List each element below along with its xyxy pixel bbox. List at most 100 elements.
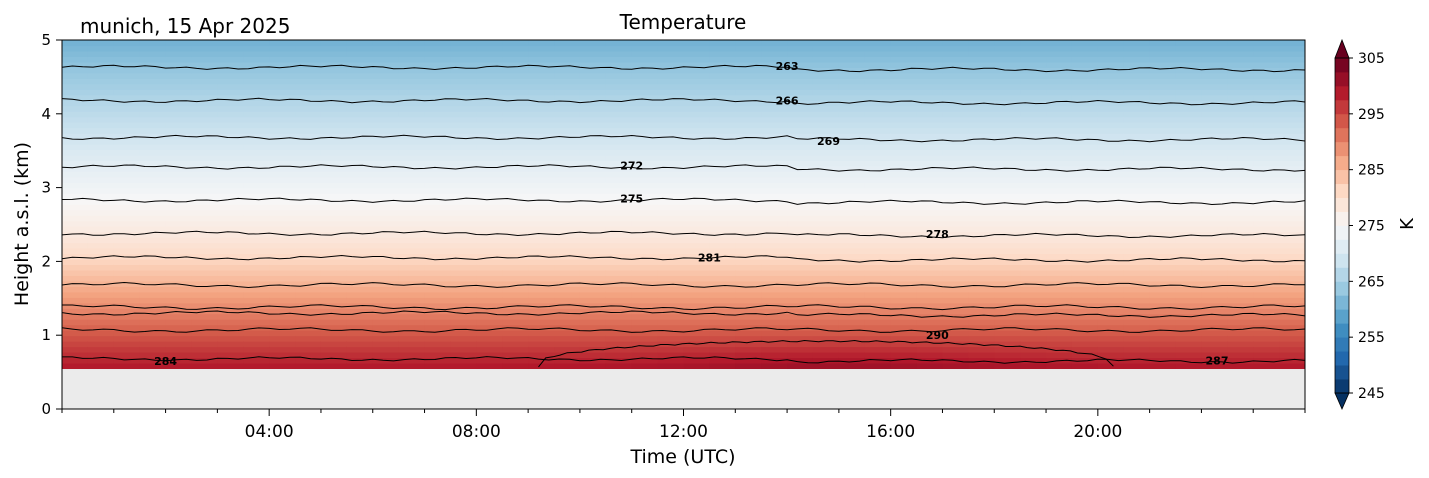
- field-cell: [916, 351, 944, 359]
- field-cell: [450, 215, 477, 222]
- field-cell: [191, 237, 218, 244]
- field-cell: [554, 330, 581, 337]
- field-cell: [1097, 264, 1125, 271]
- field-cell: [554, 247, 581, 255]
- field-cell: [346, 100, 374, 107]
- field-cell: [787, 176, 814, 183]
- field-cell: [994, 215, 1021, 222]
- field-cell: [916, 269, 944, 276]
- field-cell: [1227, 61, 1254, 68]
- field-cell: [631, 237, 659, 244]
- field-cell: [528, 324, 555, 331]
- field-cell: [631, 193, 659, 200]
- field-cell: [295, 144, 322, 151]
- field-cell: [320, 297, 348, 304]
- field-cell: [1149, 330, 1177, 337]
- field-cell: [787, 45, 814, 52]
- field-cell: [605, 193, 633, 200]
- field-cell: [398, 56, 426, 63]
- field-cell: [528, 269, 555, 276]
- field-cell: [1123, 111, 1151, 118]
- field-cell: [87, 133, 115, 140]
- field-cell: [994, 247, 1021, 255]
- field-cell: [424, 291, 452, 298]
- field-cell: [916, 83, 944, 90]
- field-cell: [968, 324, 995, 331]
- field-cell: [295, 209, 322, 216]
- field-cell: [787, 149, 814, 156]
- field-cell: [890, 335, 918, 342]
- field-cell: [1020, 351, 1047, 359]
- field-cell: [916, 193, 944, 200]
- field-cell: [994, 264, 1021, 271]
- field-cell: [1201, 308, 1228, 315]
- field-cell: [1097, 258, 1125, 266]
- field-cell: [605, 291, 633, 298]
- field-cell: [1020, 182, 1047, 189]
- field-cell: [631, 341, 659, 348]
- field-cell: [502, 258, 529, 266]
- field-cell: [398, 40, 426, 47]
- field-cell: [320, 226, 348, 233]
- field-cell: [968, 198, 995, 205]
- field-cell: [942, 209, 969, 216]
- field-cell: [217, 78, 244, 85]
- field-cell: [864, 291, 892, 298]
- field-cell: [424, 138, 452, 145]
- field-cell: [528, 258, 555, 266]
- field-cell: [346, 351, 374, 359]
- field-cell: [1046, 138, 1073, 145]
- field-cell: [1071, 198, 1099, 205]
- field-cell: [579, 258, 607, 266]
- contour-line: [62, 310, 1305, 318]
- field-cell: [994, 111, 1021, 118]
- field-cell: [87, 357, 115, 364]
- field-cell: [528, 182, 555, 189]
- field-cell: [87, 61, 115, 68]
- field-cell: [113, 215, 141, 222]
- field-cell: [735, 83, 762, 90]
- field-cell: [295, 67, 322, 74]
- field-cell: [605, 264, 633, 271]
- field-cell: [476, 83, 503, 90]
- field-cell: [864, 330, 892, 337]
- field-cell: [1071, 204, 1099, 211]
- field-cell: [502, 237, 529, 244]
- field-cell: [864, 209, 892, 216]
- field-cell: [631, 264, 659, 271]
- field-cell: [631, 171, 659, 178]
- field-cell: [1279, 204, 1305, 211]
- field-cell: [320, 72, 348, 79]
- field-cell: [994, 83, 1021, 90]
- field-cell: [1201, 264, 1228, 271]
- field-cell: [579, 171, 607, 178]
- field-cell: [1149, 264, 1177, 271]
- field-cell: [1175, 280, 1203, 287]
- field-cell: [761, 351, 788, 359]
- field-cell: [968, 111, 995, 118]
- field-cell: [631, 362, 659, 370]
- field-cell: [295, 94, 322, 101]
- field-cell: [476, 264, 503, 271]
- field-cell: [1175, 61, 1203, 68]
- field-cell: [1279, 297, 1305, 304]
- field-cell: [424, 116, 452, 123]
- field-cell: [1253, 220, 1280, 227]
- field-cell: [1279, 231, 1305, 238]
- field-cell: [605, 351, 633, 359]
- field-cell: [838, 176, 866, 183]
- field-cell: [295, 351, 322, 359]
- field-cell: [916, 264, 944, 271]
- field-cell: [864, 45, 892, 52]
- field-cell: [683, 171, 710, 178]
- field-cell: [1227, 154, 1254, 162]
- field-cell: [1123, 346, 1151, 353]
- field-cell: [864, 50, 892, 58]
- field-cell: [709, 45, 736, 52]
- field-cell: [1279, 160, 1305, 167]
- field-cell: [139, 171, 167, 178]
- field-cell: [579, 105, 607, 112]
- field-cell: [165, 286, 193, 293]
- field-cell: [398, 149, 426, 156]
- field-cell: [191, 144, 218, 151]
